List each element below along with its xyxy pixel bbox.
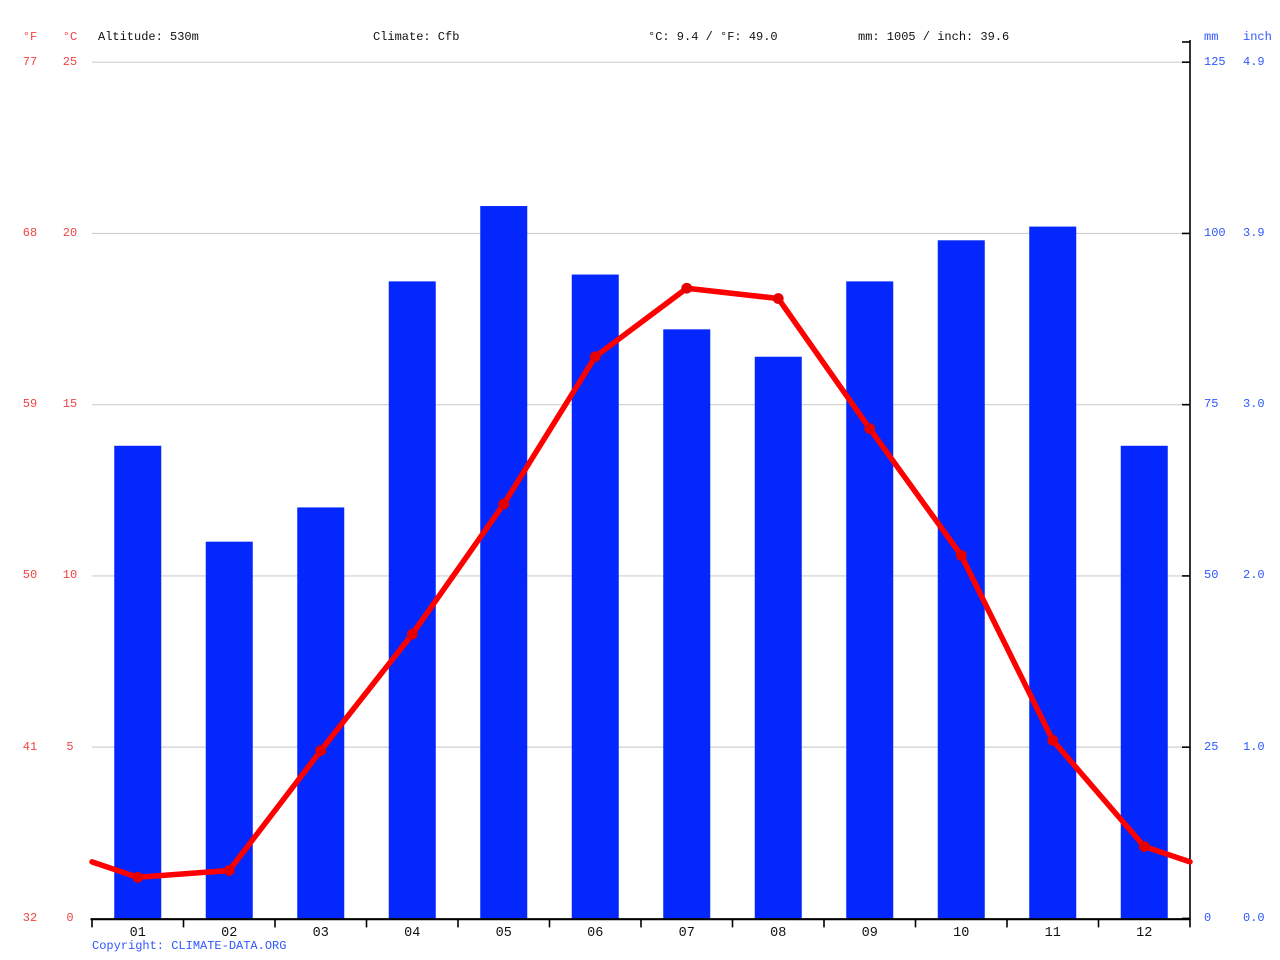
month-label: 07 (679, 926, 695, 941)
temperature-point (315, 745, 327, 756)
y-axis-label-celsius: 10 (62, 568, 78, 583)
y-axis-label-inch: 0.0 (1243, 910, 1265, 925)
inch-unit-label: inch (1243, 30, 1272, 44)
y-axis-label-mm: 25 (1204, 739, 1219, 754)
precipitation-bar (754, 356, 802, 919)
month-label: 12 (1136, 926, 1152, 941)
precipitation-summary-label: mm: 1005 / inch: 39.6 (858, 30, 1010, 44)
temperature-point (864, 423, 876, 435)
precipitation-bar (846, 281, 894, 919)
precipitation-bar (480, 206, 528, 919)
temperature-point (1138, 841, 1150, 852)
y-axis-label-mm: 50 (1204, 568, 1219, 583)
month-label: 06 (587, 926, 603, 941)
temperature-point (589, 351, 601, 363)
y-axis-label-celsius: 20 (62, 225, 78, 240)
y-axis-label-mm: 0 (1204, 910, 1212, 925)
y-axis-label-celsius: 5 (66, 739, 74, 754)
y-axis-label-mm: 75 (1204, 397, 1219, 412)
temperature-point (223, 865, 235, 876)
precipitation-bar (937, 240, 985, 919)
precipitation-bar (1120, 445, 1168, 919)
month-label: 08 (770, 926, 786, 941)
temperature-point (132, 871, 144, 883)
y-axis-label-inch: 3.9 (1243, 225, 1265, 240)
y-axis-label-celsius: 25 (62, 54, 78, 69)
y-axis-label-inch: 2.0 (1243, 568, 1265, 583)
y-axis-label-mm: 100 (1204, 225, 1226, 240)
temperature-point (955, 549, 967, 561)
copyright-link[interactable]: Copyright: CLIMATE-DATA.ORG (92, 939, 287, 953)
mm-unit-label: mm (1204, 30, 1219, 44)
y-axis-label-inch: 1.0 (1243, 739, 1265, 754)
y-axis-label-fahrenheit: 41 (22, 739, 38, 754)
y-axis-label-celsius: 0 (66, 910, 74, 925)
celsius-unit-label: °C (62, 30, 78, 44)
y-axis-label-fahrenheit: 68 (22, 225, 38, 240)
precipitation-bar (297, 507, 345, 919)
y-axis-label-inch: 3.0 (1243, 397, 1265, 412)
y-axis-label-fahrenheit: 77 (22, 54, 38, 69)
month-label: 04 (404, 926, 420, 941)
y-axis-label-fahrenheit: 32 (22, 910, 38, 925)
y-axis-label-mm: 125 (1204, 54, 1226, 69)
month-label: 09 (862, 926, 878, 941)
temperature-point (1047, 734, 1059, 746)
month-label: 03 (313, 926, 329, 941)
month-label: 02 (221, 926, 237, 941)
precipitation-bar (1029, 226, 1077, 919)
precipitation-bar (205, 541, 253, 919)
temperature-line (89, 285, 1193, 881)
temperature-point (681, 282, 693, 294)
temperature-summary-label: °C: 9.4 / °F: 49.0 (648, 30, 778, 44)
month-label: 01 (130, 926, 146, 941)
altitude-label: Altitude: 530m (98, 30, 199, 44)
fahrenheit-unit-label: °F (22, 30, 38, 44)
y-axis-label-celsius: 15 (62, 397, 78, 412)
temperature-point (406, 628, 418, 640)
y-axis-label-inch: 4.9 (1243, 54, 1265, 69)
month-label: 11 (1045, 926, 1061, 941)
month-label: 05 (496, 926, 512, 941)
y-axis-label-fahrenheit: 50 (22, 568, 38, 583)
month-label: 10 (953, 926, 969, 941)
precipitation-bar (114, 445, 162, 919)
climate-classification-label: Climate: Cfb (373, 30, 460, 44)
precipitation-bar (388, 281, 436, 919)
temperature-point (498, 498, 510, 510)
precipitation-bar (571, 274, 619, 919)
temperature-point (772, 293, 784, 304)
y-axis-label-fahrenheit: 59 (22, 397, 38, 412)
precipitation-bar (663, 329, 711, 919)
